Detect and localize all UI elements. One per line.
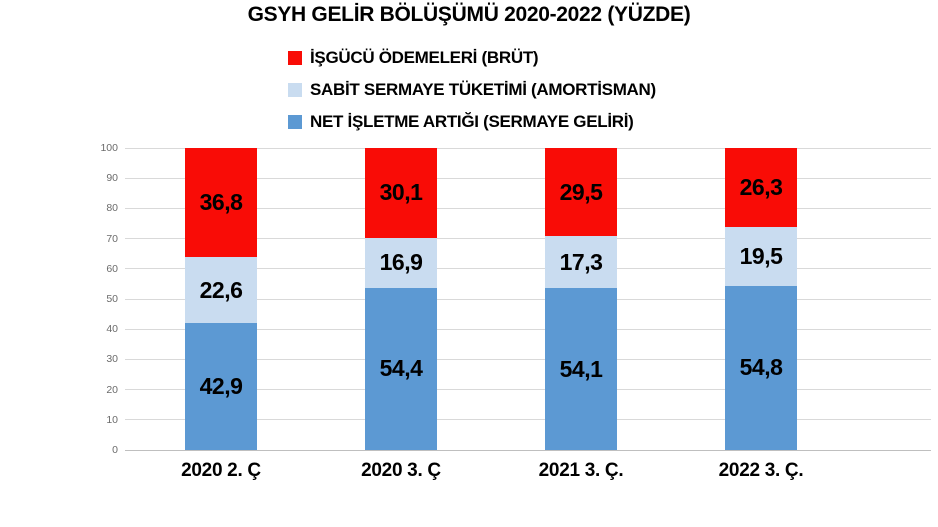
gridline bbox=[125, 389, 931, 391]
gridline bbox=[125, 358, 931, 360]
bar-segment-value-label: 54,8 bbox=[739, 354, 783, 381]
legend-label: NET İŞLETME ARTIĞI (SERMAYE GELİRİ) bbox=[310, 112, 634, 131]
stacked-bar: 29,5 17,3 54,1 bbox=[545, 148, 617, 450]
y-axis-tick-label: 30 bbox=[106, 353, 118, 366]
bar-segment-value-label: 54,4 bbox=[379, 355, 423, 382]
x-axis-category-label: 2020 2. Ç bbox=[181, 460, 261, 481]
legend-item: NET İŞLETME ARTIĞI (SERMAYE GELİRİ) bbox=[288, 106, 656, 138]
y-axis-tick-label: 10 bbox=[106, 413, 118, 426]
bar-segment: 54,8 bbox=[725, 285, 797, 450]
bar-segment: 29,5 bbox=[545, 148, 617, 237]
y-axis-tick-label: 60 bbox=[106, 262, 118, 275]
legend-label: İŞGÜCÜ ÖDEMELERİ (BRÜT) bbox=[310, 48, 539, 67]
y-axis-tick-label: 90 bbox=[106, 172, 118, 185]
x-axis-line bbox=[125, 449, 931, 451]
bar-segment: 16,9 bbox=[365, 237, 437, 288]
legend: İŞGÜCÜ ÖDEMELERİ (BRÜT) SABİT SERMAYE TÜK… bbox=[288, 42, 656, 138]
bar-segment-value-label: 54,1 bbox=[559, 355, 603, 382]
gridline bbox=[125, 238, 931, 240]
bar-segment-value-label: 17,3 bbox=[559, 248, 603, 275]
gridline bbox=[125, 298, 931, 300]
gridline bbox=[125, 177, 931, 179]
bar-segment-value-label: 36,8 bbox=[199, 188, 243, 215]
y-axis-tick-label: 0 bbox=[112, 444, 118, 456]
chart-title: GSYH GELİR BÖLÜŞÜMÜ 2020-2022 (YÜZDE) bbox=[247, 3, 691, 26]
gridline bbox=[125, 419, 931, 421]
bar-segment: 30,1 bbox=[365, 148, 437, 238]
y-axis-tick-label: 70 bbox=[106, 232, 118, 245]
y-axis-tick-label: 50 bbox=[106, 293, 118, 305]
plot-area: 36,8 22,6 42,9 30,1 16,9 54,4 29,5 17,3 54,1 26,3… bbox=[125, 147, 931, 451]
x-axis-category-label: 2020 3. Ç bbox=[361, 460, 441, 481]
legend-item: SABİT SERMAYE TÜKETİMİ (AMORTİSMAN) bbox=[288, 74, 656, 106]
gridline bbox=[125, 268, 931, 270]
bar-segment: 26,3 bbox=[725, 148, 797, 227]
stacked-bar: 30,1 16,9 54,4 bbox=[365, 148, 437, 450]
legend-label: SABİT SERMAYE TÜKETİMİ (AMORTİSMAN) bbox=[310, 80, 656, 99]
bar-segment-value-label: 16,9 bbox=[379, 249, 423, 276]
stacked-bar: 36,8 22,6 42,9 bbox=[185, 148, 257, 450]
bar-segment: 22,6 bbox=[185, 256, 257, 324]
bar-segment-value-label: 29,5 bbox=[559, 178, 603, 205]
bar-segment-value-label: 26,3 bbox=[739, 174, 783, 200]
gridline bbox=[125, 207, 931, 209]
bar-segment-value-label: 19,5 bbox=[739, 242, 783, 269]
bar-segment-value-label: 22,6 bbox=[199, 276, 243, 303]
x-axis-category-label: 2022 3. Ç. bbox=[718, 460, 804, 481]
legend-swatch-icon bbox=[288, 51, 302, 65]
y-axis-tick-label: 100 bbox=[100, 142, 118, 154]
y-axis-tick-label: 20 bbox=[106, 383, 118, 396]
stacked-bar: 26,3 19,5 54,8 bbox=[725, 148, 797, 450]
legend-swatch-icon bbox=[288, 83, 302, 97]
bar-segment: 36,8 bbox=[185, 148, 257, 257]
gridline bbox=[125, 328, 931, 330]
bar-segment: 54,1 bbox=[545, 288, 617, 450]
bar-segment: 17,3 bbox=[545, 236, 617, 289]
y-axis-tick-label: 40 bbox=[106, 323, 118, 336]
bar-segment: 42,9 bbox=[185, 323, 257, 450]
bar-segment: 19,5 bbox=[725, 226, 797, 286]
x-axis-category-label: 2021 3. Ç. bbox=[538, 460, 624, 481]
gridline bbox=[125, 147, 931, 149]
y-axis-tick-label: 80 bbox=[106, 202, 118, 215]
bar-segment: 54,4 bbox=[365, 287, 437, 450]
legend-item: İŞGÜCÜ ÖDEMELERİ (BRÜT) bbox=[288, 42, 656, 74]
legend-swatch-icon bbox=[288, 115, 302, 129]
bar-segment-value-label: 30,1 bbox=[379, 179, 423, 206]
bar-segment-value-label: 42,9 bbox=[199, 373, 243, 400]
